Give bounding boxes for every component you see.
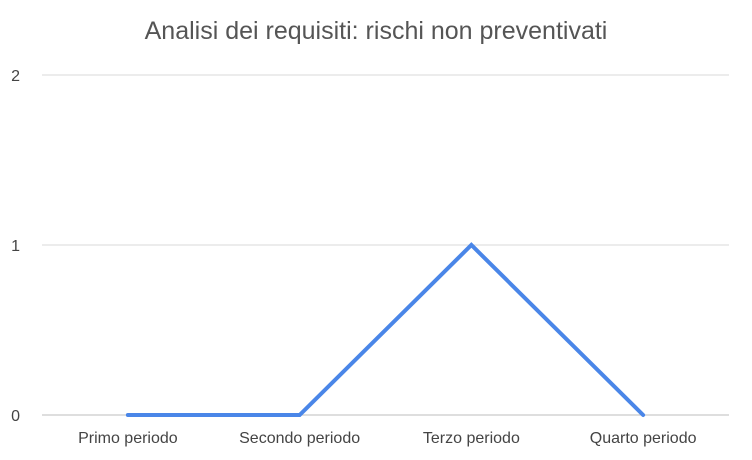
x-axis-ticks: Primo periodo Secondo periodo Terzo period… [78, 430, 697, 447]
x-tick-label: Quarto periodo [590, 430, 697, 447]
y-tick-label: 0 [11, 408, 20, 425]
x-tick-label: Primo periodo [78, 430, 178, 447]
series-lines [125, 242, 646, 417]
y-tick-label: 2 [11, 68, 20, 85]
y-tick-label: 1 [11, 238, 20, 255]
y-axis-ticks: 0 1 2 [11, 68, 20, 425]
gridlines [42, 74, 729, 416]
x-tick-label: Secondo periodo [239, 430, 360, 447]
x-tick-label: Terzo periodo [423, 430, 520, 447]
series-line-0 [125, 242, 646, 417]
chart-title: Analisi dei requisiti: rischi non preven… [144, 17, 608, 45]
